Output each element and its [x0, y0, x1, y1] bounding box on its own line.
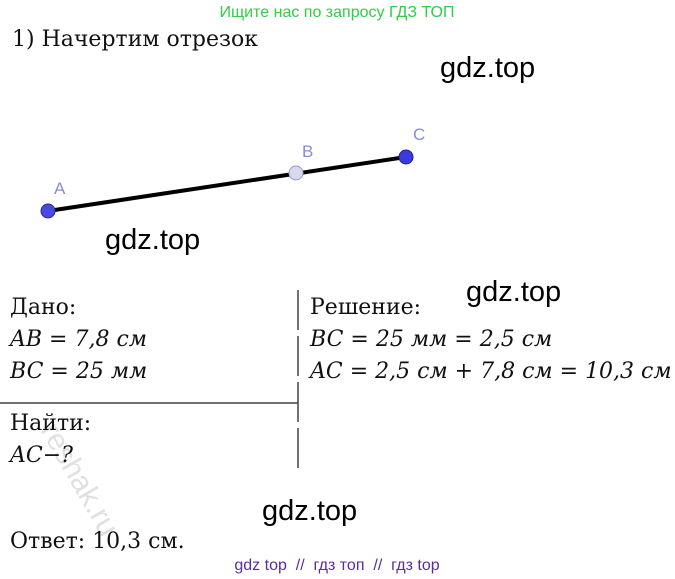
- promo: Ищите нас по запросу ГДЗ ТОП: [220, 4, 455, 21]
- task-title: 1) Начертим отрезок: [12, 27, 258, 52]
- point-c: [398, 149, 414, 165]
- solution-title: Решение:: [310, 295, 421, 320]
- footer: gdz top // гдз топ // гдз top: [234, 557, 439, 574]
- given-title: Дано:: [10, 295, 76, 320]
- find-title: Найти:: [10, 411, 91, 436]
- point-label: B: [302, 142, 313, 161]
- find-line: AC−?: [8, 443, 73, 468]
- given-line: AB = 7,8 см: [8, 327, 147, 352]
- watermark: gdz.top: [262, 495, 357, 527]
- solution-line: AC = 2,5 см + 7,8 см = 10,3 см: [308, 359, 672, 384]
- watermark: gdz.top: [466, 276, 561, 308]
- watermark: gdz.top: [105, 224, 200, 256]
- point-a: [40, 203, 56, 219]
- point-b: [288, 165, 304, 181]
- segment: [47, 155, 407, 213]
- point-label: A: [54, 179, 66, 198]
- answer: Ответ: 10,3 см.: [10, 529, 185, 554]
- point-label: C: [413, 125, 425, 144]
- solution-line: BC = 25 мм = 2,5 см: [309, 327, 552, 352]
- watermark: gdz.top: [440, 52, 535, 84]
- given-line: BC = 25 мм: [9, 359, 147, 384]
